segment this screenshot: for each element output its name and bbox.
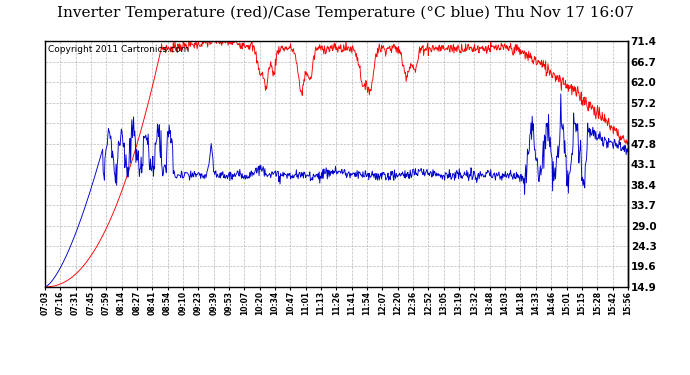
Text: Inverter Temperature (red)/Case Temperature (°C blue) Thu Nov 17 16:07: Inverter Temperature (red)/Case Temperat… xyxy=(57,6,633,20)
Text: Copyright 2011 Cartronics.com: Copyright 2011 Cartronics.com xyxy=(48,45,189,54)
